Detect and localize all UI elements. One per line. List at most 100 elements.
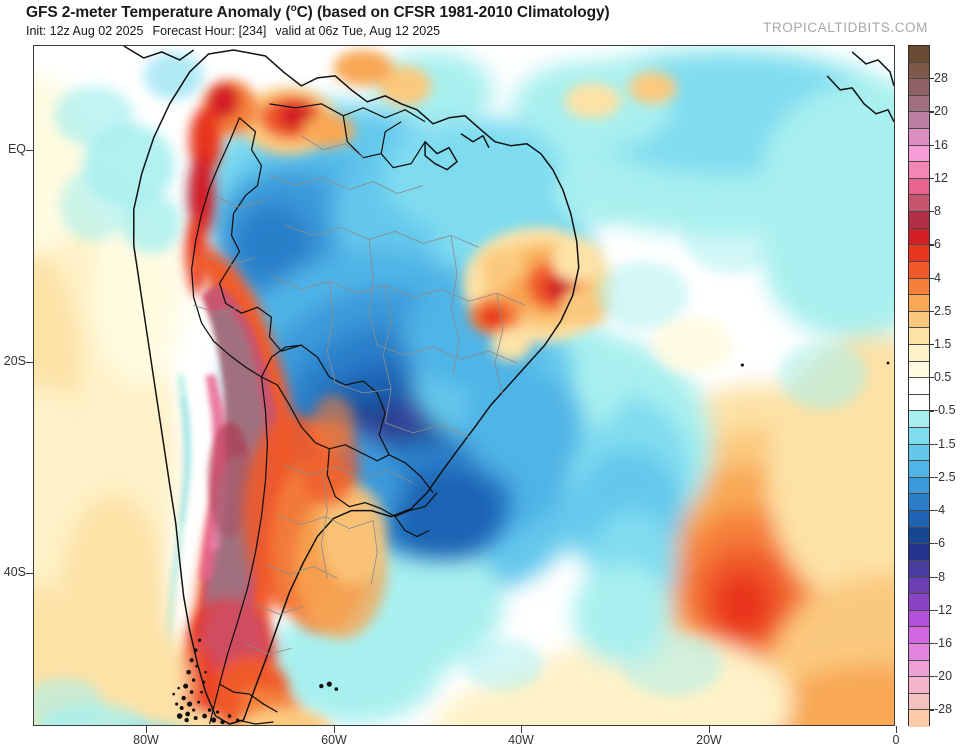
colorbar-tick-mark — [930, 709, 934, 711]
colorbar-tick-label: -16 — [934, 635, 953, 650]
colorbar-tick-label: 16 — [934, 137, 948, 152]
colorbar-band — [909, 311, 929, 329]
colorbar-tick-label: 1.5 — [934, 336, 952, 351]
colorbar-band — [909, 195, 929, 213]
colorbar-tick-mark — [930, 410, 934, 412]
colorbar-band — [909, 411, 929, 429]
colorbar-band — [909, 710, 929, 727]
y-tick-mark — [26, 150, 33, 152]
map-panel[interactable] — [33, 45, 895, 726]
watermark: TROPICALTIDBITS.COM — [763, 20, 928, 35]
colorbar-tick-mark — [930, 377, 934, 379]
colorbar-labels: 28 20 16 12 8 6 4 2.5 1.5 0.5 -0.5 -1.5 -2.5 -4 -6 -8 -1… — [932, 45, 960, 726]
colorbar-tick-mark — [930, 510, 934, 512]
colorbar-tick-mark — [930, 609, 934, 611]
page-title: GFS 2-meter Temperature Anomaly (oC) (ba… — [26, 3, 610, 22]
colorbar-band — [909, 162, 929, 179]
colorbar-tick-mark — [930, 277, 934, 279]
colorbar-tick-label: -20 — [934, 669, 953, 684]
colorbar-tick-label: 4 — [934, 270, 941, 285]
x-tick-mark — [521, 726, 523, 733]
colorbar-tick-label: -6 — [934, 536, 946, 551]
x-tick-label: 40W — [508, 733, 534, 747]
colorbar-tick-mark — [930, 443, 934, 445]
colorbar-band — [909, 95, 929, 113]
state-borders-layer — [193, 135, 526, 655]
colorbar-tick-label: -1.5 — [934, 436, 956, 451]
degree-symbol: o — [290, 3, 297, 14]
colorbar-tick-mark — [930, 476, 934, 479]
colorbar-band — [909, 344, 929, 362]
colorbar-tick-label: 8 — [934, 204, 941, 219]
colorbar-tick-label: 0.5 — [934, 370, 952, 385]
colorbar-tick-mark — [930, 211, 934, 213]
colorbar-band — [909, 378, 929, 395]
x-tick-label: 60W — [321, 733, 347, 747]
colorbar-band — [909, 444, 929, 462]
colorbar-tick-mark — [930, 78, 934, 80]
colorbar-band — [909, 677, 929, 694]
colorbar-tick-label: 28 — [934, 71, 948, 86]
y-tick-label: 20S — [3, 354, 26, 368]
colorbar-band — [909, 295, 929, 312]
colorbar-tick-label: -4 — [934, 503, 946, 518]
colorbar-tick-label: -28 — [934, 702, 953, 717]
valid-time-label: valid at 06z Tue, Aug 12 2025 — [275, 24, 441, 38]
colorbar-tick-label: 12 — [934, 170, 948, 185]
colorbar-tick-label: -12 — [934, 602, 953, 617]
colorbar-band — [909, 62, 929, 80]
x-tick-mark — [146, 726, 148, 733]
colorbar-tick-mark — [930, 642, 934, 645]
colorbar-band — [909, 228, 929, 246]
colorbar-band — [909, 261, 929, 279]
colorbar-band — [909, 544, 929, 561]
colorbar-band — [909, 178, 929, 196]
colorbar-band — [909, 643, 929, 661]
colorbar-tick-mark — [930, 543, 934, 545]
x-tick-mark — [896, 726, 898, 733]
colorbar-tick-mark — [930, 676, 934, 678]
patagonia-archipelago — [172, 361, 890, 725]
colorbar-tick-mark — [930, 576, 934, 578]
colorbar-band — [909, 610, 929, 628]
colorbar-tick-mark — [930, 177, 934, 180]
colorbar-band — [909, 477, 929, 495]
colorbar-band — [909, 212, 929, 229]
colorbar-tick-label: 20 — [934, 104, 948, 119]
colorbar-band — [909, 245, 929, 262]
colorbar-tick-mark — [930, 310, 934, 312]
colorbar-band — [909, 494, 929, 512]
model-run-info: Init: 12z Aug 02 2025 Forecast Hour: [234… — [26, 24, 440, 38]
colorbar-band — [909, 594, 929, 611]
colorbar-band — [909, 511, 929, 528]
temperature-anomaly-heatmap — [34, 46, 894, 725]
x-tick-label: 80W — [133, 733, 159, 747]
colorbar-tick-mark — [930, 343, 934, 346]
colorbar-band — [909, 577, 929, 595]
x-tick-label: 20W — [696, 733, 722, 747]
colorbar-band — [909, 693, 929, 711]
header: GFS 2-meter Temperature Anomaly (oC) (ba… — [0, 0, 960, 44]
colorbar-band — [909, 112, 929, 130]
colorbar-tick-mark — [930, 111, 934, 113]
page-title-unit: C) (based on CFSR 1981-2010 Climatology) — [296, 4, 610, 21]
colorbar-band — [909, 627, 929, 644]
colorbar[interactable] — [908, 45, 930, 727]
colorbar-tick-mark — [930, 144, 934, 146]
init-label: Init: 12z Aug 02 2025 — [26, 24, 144, 38]
colorbar-band — [909, 560, 929, 578]
colorbar-band — [909, 527, 929, 545]
colorbar-band — [909, 79, 929, 96]
x-tick-mark — [334, 726, 336, 733]
colorbar-tick-label: -0.5 — [934, 403, 956, 418]
colorbar-band — [909, 660, 929, 678]
colorbar-band — [909, 428, 929, 445]
colorbar-band — [909, 361, 929, 379]
y-tick-label: EQ — [7, 142, 26, 156]
colorbar-band — [909, 145, 929, 163]
coastline-layer — [123, 46, 894, 725]
colorbar-tick-mark — [930, 244, 934, 246]
colorbar-band — [909, 129, 929, 146]
colorbar-tick-label: 2.5 — [934, 303, 952, 318]
